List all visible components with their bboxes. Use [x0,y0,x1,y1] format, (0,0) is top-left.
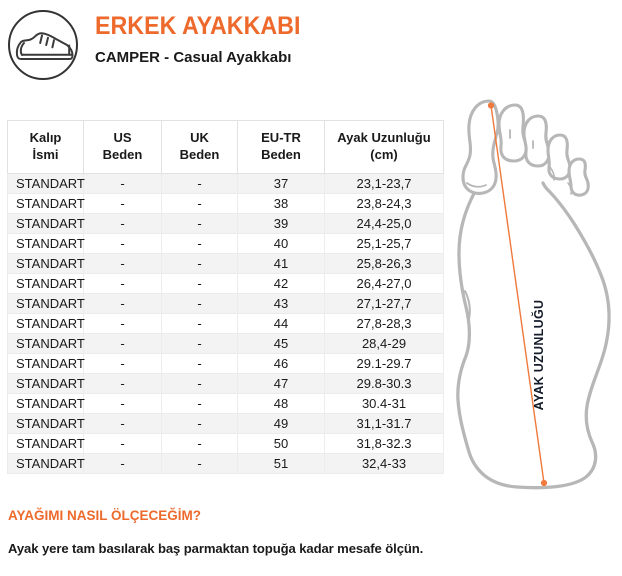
svg-text:AYAK UZUNLUĞU: AYAK UZUNLUĞU [531,300,546,411]
